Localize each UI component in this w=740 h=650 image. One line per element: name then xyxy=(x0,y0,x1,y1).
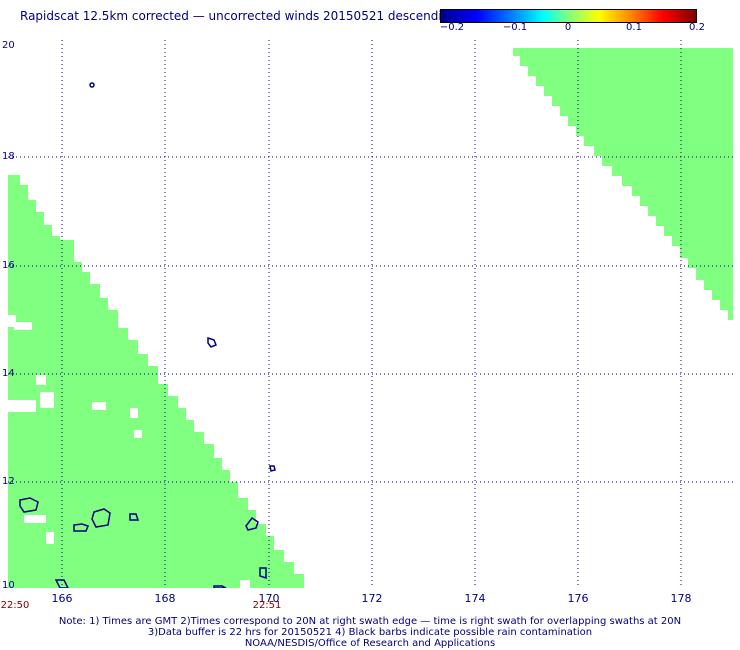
map-title: Rapidscat 12.5km corrected — uncorrected… xyxy=(20,9,457,23)
map-plot-area xyxy=(8,40,733,588)
island-outlines xyxy=(19,82,276,588)
lat-label: 10 xyxy=(2,580,15,591)
lon-label: 174 xyxy=(464,592,486,605)
time-label: 22:51 xyxy=(252,600,282,611)
colorbar-tick-label: 0.1 xyxy=(626,22,642,33)
lon-label: 172 xyxy=(361,592,383,605)
note-line-2: 3)Data buffer is 22 hrs for 20150521 4) … xyxy=(147,627,593,638)
lat-label: 16 xyxy=(2,260,15,271)
missing-data-holes xyxy=(8,315,250,588)
note-line-1: Note: 1) Times are GMT 2)Times correspon… xyxy=(58,616,682,627)
swath-right xyxy=(513,48,733,320)
colorbar-tick-label: −0.1 xyxy=(502,22,528,33)
colorbar xyxy=(440,9,697,23)
lon-label: 166 xyxy=(51,592,73,605)
lat-label: 12 xyxy=(2,476,15,487)
swath-left xyxy=(8,175,304,588)
lon-label: 168 xyxy=(154,592,176,605)
colorbar-tick-label: 0.2 xyxy=(689,22,705,33)
note-line-3: NOAA/NESDIS/Office of Research and Appli… xyxy=(244,638,496,649)
lon-label: 178 xyxy=(670,592,692,605)
lat-label: 20 xyxy=(2,40,15,51)
colorbar-tick-label: 0 xyxy=(564,22,572,33)
lon-label: 170 xyxy=(258,592,280,605)
lon-label: 176 xyxy=(567,592,589,605)
lat-label: 18 xyxy=(2,151,15,162)
lat-label: 14 xyxy=(2,368,15,379)
time-label: 22:50 xyxy=(0,600,30,611)
colorbar-tick-label: −0.2 xyxy=(439,22,465,33)
lat-lon-grid xyxy=(8,40,733,588)
